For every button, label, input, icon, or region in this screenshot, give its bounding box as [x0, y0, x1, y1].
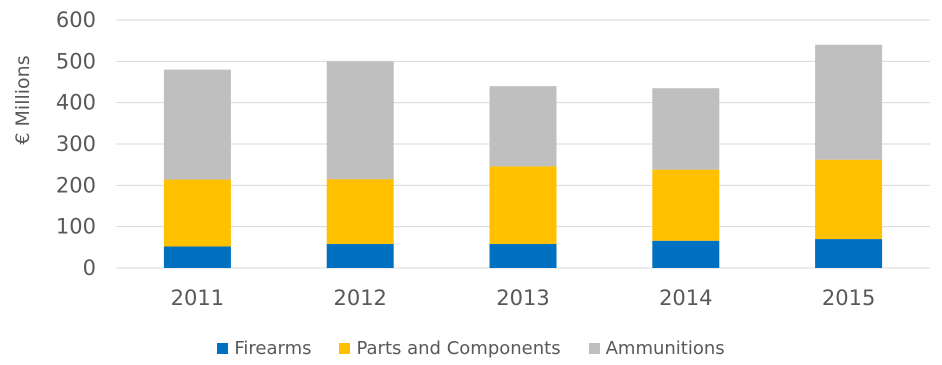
bar-firearms-2015: [815, 239, 883, 268]
legend-label: Parts and Components: [356, 338, 561, 359]
bar-firearms-2014: [652, 240, 720, 268]
y-axis-title: € Millions: [12, 55, 34, 144]
y-tick-label: 600: [56, 8, 96, 32]
legend-label: Ammunitions: [605, 338, 725, 359]
legend-item: Ammunitions: [588, 338, 725, 359]
bar-ammunitions-2014: [652, 88, 720, 170]
legend-swatch: [588, 343, 600, 354]
bar-parts-and-components-2015: [815, 159, 883, 240]
x-tick-label: 2011: [171, 286, 224, 310]
bar-parts-and-components-2012: [326, 179, 394, 245]
x-tick-label: 2013: [496, 286, 549, 310]
y-tick-label: 100: [56, 215, 96, 239]
y-tick-label: 200: [56, 173, 96, 197]
legend-item: Parts and Components: [339, 338, 561, 359]
y-tick-label: 500: [56, 49, 96, 73]
bar-ammunitions-2015: [815, 44, 883, 160]
bar-parts-and-components-2011: [163, 179, 231, 247]
x-axis-ticks: 2011 2012 2013 2014 2015: [171, 286, 876, 310]
legend: Firearms Parts and Components Ammunitions: [0, 338, 942, 359]
x-tick-label: 2014: [659, 286, 712, 310]
legend-label: Firearms: [234, 338, 312, 359]
y-tick-label: 300: [56, 132, 96, 156]
legend-swatch: [339, 343, 351, 354]
y-tick-label: 400: [56, 91, 96, 115]
legend-swatch: [217, 343, 229, 354]
legend-item: Firearms: [217, 338, 311, 359]
bar-ammunitions-2012: [326, 61, 394, 180]
y-axis-ticks: 0 100 200 300 400 500 600: [56, 8, 96, 280]
chart-canvas: 0 100 200 300 400 500 600 2011 2012 2013 2014 2015…: [12, 8, 930, 310]
y-tick-label: 0: [83, 256, 96, 280]
x-tick-label: 2015: [822, 286, 875, 310]
bar-firearms-2011: [163, 246, 231, 268]
bar-parts-and-components-2014: [652, 169, 720, 241]
x-tick-label: 2012: [333, 286, 386, 310]
bar-firearms-2013: [489, 244, 557, 268]
bar-ammunitions-2013: [489, 86, 557, 167]
bar-parts-and-components-2013: [489, 166, 557, 245]
bars: [163, 44, 883, 268]
bar-ammunitions-2011: [163, 69, 231, 180]
bar-firearms-2012: [326, 244, 394, 268]
